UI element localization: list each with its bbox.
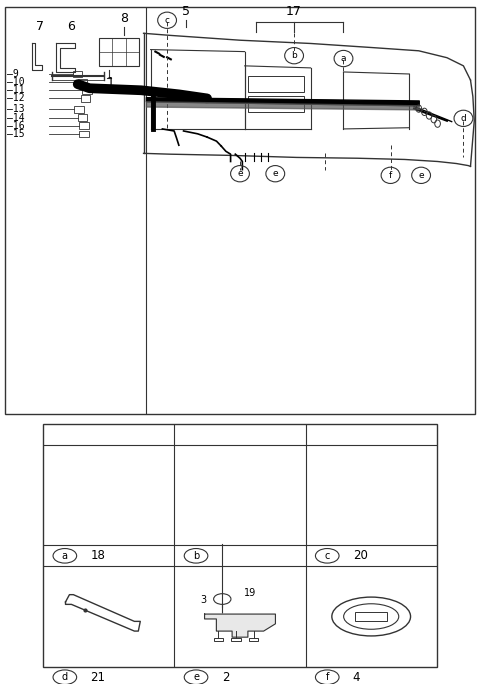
Text: 3: 3 xyxy=(201,594,206,605)
Text: 1: 1 xyxy=(107,77,115,90)
Text: 7: 7 xyxy=(36,21,44,34)
Text: e: e xyxy=(237,169,243,179)
Bar xyxy=(83,87,92,94)
Text: 17: 17 xyxy=(286,5,302,18)
Text: —13: —13 xyxy=(7,105,25,114)
Text: —12: —12 xyxy=(7,94,25,103)
Text: 2: 2 xyxy=(222,671,229,684)
Text: 21: 21 xyxy=(90,671,106,684)
Bar xyxy=(74,106,84,113)
Polygon shape xyxy=(204,614,276,637)
Text: b: b xyxy=(291,51,297,60)
Text: a: a xyxy=(62,551,68,561)
Bar xyxy=(231,638,241,642)
Bar xyxy=(356,611,387,621)
Bar xyxy=(73,70,83,77)
Bar xyxy=(249,96,304,112)
Text: e: e xyxy=(418,171,424,180)
Text: b: b xyxy=(193,551,199,561)
Text: a: a xyxy=(341,54,346,63)
Text: d: d xyxy=(461,114,466,123)
Text: —10: —10 xyxy=(7,77,25,87)
Text: 8: 8 xyxy=(120,12,128,25)
Bar xyxy=(214,638,223,642)
Bar xyxy=(249,76,304,92)
Bar xyxy=(249,638,259,642)
Text: —11: —11 xyxy=(7,86,25,95)
Text: 20: 20 xyxy=(353,549,368,562)
Text: —16: —16 xyxy=(7,120,25,131)
Text: 5: 5 xyxy=(182,5,190,18)
Text: —9: —9 xyxy=(7,69,19,79)
Text: c: c xyxy=(165,16,169,25)
Text: e: e xyxy=(273,169,278,179)
Bar xyxy=(79,122,88,129)
Bar xyxy=(79,131,88,137)
Text: 18: 18 xyxy=(90,549,105,562)
Text: f: f xyxy=(389,171,392,180)
Polygon shape xyxy=(65,594,140,631)
Bar xyxy=(99,38,139,66)
Text: f: f xyxy=(325,672,329,682)
Text: e: e xyxy=(193,672,199,682)
Text: 4: 4 xyxy=(353,671,360,684)
Text: 19: 19 xyxy=(244,588,256,598)
Text: c: c xyxy=(324,551,330,561)
Text: 6: 6 xyxy=(67,21,74,34)
Bar xyxy=(78,79,87,86)
Text: —15: —15 xyxy=(7,129,25,139)
Text: d: d xyxy=(62,672,68,682)
Bar xyxy=(78,114,87,121)
Bar xyxy=(81,95,90,102)
Text: —14: —14 xyxy=(7,113,25,122)
